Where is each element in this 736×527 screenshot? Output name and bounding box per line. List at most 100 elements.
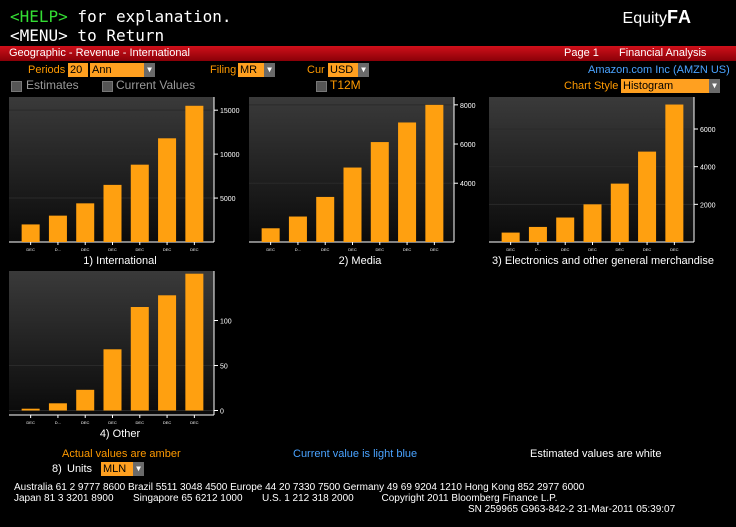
chart-electronics: 2000 4000 6000 DEC D... DEC DEC DEC DEC DEC 3) Ele… xyxy=(489,97,716,267)
currency-dropdown-icon[interactable]: ▼ xyxy=(358,63,369,77)
chart-title: 4) Other xyxy=(100,428,141,440)
brand-logo: EquityFA xyxy=(623,7,692,28)
footer-phones-2: Japan 81 3 3201 8900 Singapore 65 6212 1… xyxy=(14,493,558,504)
chart-title: 1) International xyxy=(83,255,156,267)
x-tick-label: D... xyxy=(535,247,541,252)
y-tick-label: 5000 xyxy=(220,196,236,203)
bar xyxy=(103,184,122,242)
currency-label: Cur xyxy=(307,64,325,76)
bar xyxy=(370,142,389,242)
t12m-label: T12M xyxy=(330,78,361,92)
chart-style-label: Chart Style xyxy=(564,80,619,92)
help-text: for explanation. xyxy=(67,7,232,26)
x-tick-label: DEC xyxy=(26,420,35,425)
x-tick-label: DEC xyxy=(430,247,439,252)
menu-text: to Return xyxy=(67,26,165,45)
x-tick-label: DEC xyxy=(266,247,275,252)
bar xyxy=(158,138,177,242)
company-ticker: Amazon.com Inc (AMZN US) xyxy=(588,64,730,76)
chart-international: 5000 10000 15000 DEC D... DEC DEC DEC DEC DEC 1) I… xyxy=(9,97,240,267)
bar xyxy=(583,204,602,242)
bar xyxy=(103,349,122,411)
bar xyxy=(76,203,95,242)
y-tick-label: 2000 xyxy=(700,202,716,209)
y-tick-label: 50 xyxy=(220,364,228,371)
x-tick-label: DEC xyxy=(108,420,117,425)
brand-suffix: FA xyxy=(666,7,692,27)
y-tick-label: 15000 xyxy=(220,108,240,115)
footer-phones-1: Australia 61 2 9777 8600 Brazil 5511 304… xyxy=(14,482,585,493)
units-dropdown-icon[interactable]: ▼ xyxy=(133,462,144,476)
x-tick-label: DEC xyxy=(108,247,117,252)
y-tick-label: 8000 xyxy=(460,103,476,110)
units-select[interactable]: MLN xyxy=(101,462,133,476)
t12m-checkbox[interactable] xyxy=(316,81,327,92)
y-tick-label: 10000 xyxy=(220,152,240,159)
current-values-checkbox[interactable] xyxy=(102,81,113,92)
x-tick-label: DEC xyxy=(403,247,412,252)
bar xyxy=(610,183,629,242)
x-tick-label: DEC xyxy=(136,420,145,425)
bar xyxy=(501,232,520,242)
footer-serial: SN 259965 G963-842-2 31-Mar-2011 05:39:0… xyxy=(468,504,676,515)
bar xyxy=(665,104,684,242)
legend-estimated: Estimated values are white xyxy=(530,448,662,460)
bar xyxy=(638,151,657,242)
bar xyxy=(398,122,417,242)
bar xyxy=(316,196,335,242)
x-tick-label: DEC xyxy=(163,420,172,425)
x-tick-label: DEC xyxy=(136,247,145,252)
estimates-label: Estimates xyxy=(26,78,79,92)
bar xyxy=(261,228,280,242)
units-hotkey[interactable]: 8) xyxy=(52,463,62,475)
bar xyxy=(343,167,362,242)
legend-current: Current value is light blue xyxy=(293,448,418,460)
title-bar: Geographic - Revenue - International Pag… xyxy=(0,46,736,61)
y-tick-label: 100 xyxy=(220,319,232,326)
chart-other: 0 50 100 DEC D... DEC DEC DEC DEC DEC 4) Other xyxy=(9,271,232,440)
x-tick-label: DEC xyxy=(163,247,172,252)
x-tick-label: D... xyxy=(55,247,61,252)
chart-style-dropdown-icon[interactable]: ▼ xyxy=(709,79,720,93)
x-tick-label: DEC xyxy=(81,420,90,425)
x-tick-label: D... xyxy=(295,247,301,252)
bar xyxy=(130,307,149,411)
periods-field[interactable]: 20 xyxy=(68,63,88,77)
bar xyxy=(158,295,177,411)
x-tick-label: DEC xyxy=(616,247,625,252)
chart-media: 4000 6000 8000 DEC D... DEC DEC DEC DEC DEC 2) Med… xyxy=(249,97,476,267)
y-tick-label: 6000 xyxy=(460,142,476,149)
x-tick-label: DEC xyxy=(506,247,515,252)
bar xyxy=(76,389,95,411)
help-key[interactable]: <HELP> xyxy=(10,7,68,26)
menu-key[interactable]: <MENU> xyxy=(10,26,68,45)
current-values-label: Current Values xyxy=(116,78,196,92)
x-tick-label: DEC xyxy=(376,247,385,252)
bar xyxy=(288,216,307,242)
y-tick-label: 0 xyxy=(220,409,224,416)
bar xyxy=(425,104,444,243)
bar xyxy=(48,215,67,242)
help-hint: <HELP> for explanation. xyxy=(10,7,232,26)
x-tick-label: D... xyxy=(55,420,61,425)
y-tick-label: 6000 xyxy=(700,127,716,134)
x-tick-label: DEC xyxy=(26,247,35,252)
period-type-dropdown-icon[interactable]: ▼ xyxy=(144,63,155,77)
x-tick-label: DEC xyxy=(190,420,199,425)
filing-dropdown-icon[interactable]: ▼ xyxy=(264,63,275,77)
period-type-select[interactable]: Ann xyxy=(90,63,144,77)
currency-select[interactable]: USD xyxy=(328,63,358,77)
periods-label: Periods xyxy=(28,64,66,76)
x-tick-label: DEC xyxy=(321,247,330,252)
x-tick-label: DEC xyxy=(561,247,570,252)
filing-select[interactable]: MR xyxy=(238,63,264,77)
menu-hint: <MENU> to Return xyxy=(10,26,164,45)
screen-title: Geographic - Revenue - International xyxy=(9,47,190,59)
bar xyxy=(48,403,67,411)
chart-style-select[interactable]: Histogram xyxy=(621,79,709,93)
bar xyxy=(21,224,40,242)
estimates-checkbox[interactable] xyxy=(11,81,22,92)
brand-prefix: Equity xyxy=(622,10,667,27)
units-label: Units xyxy=(67,463,93,475)
section-title: Financial Analysis xyxy=(619,47,707,59)
